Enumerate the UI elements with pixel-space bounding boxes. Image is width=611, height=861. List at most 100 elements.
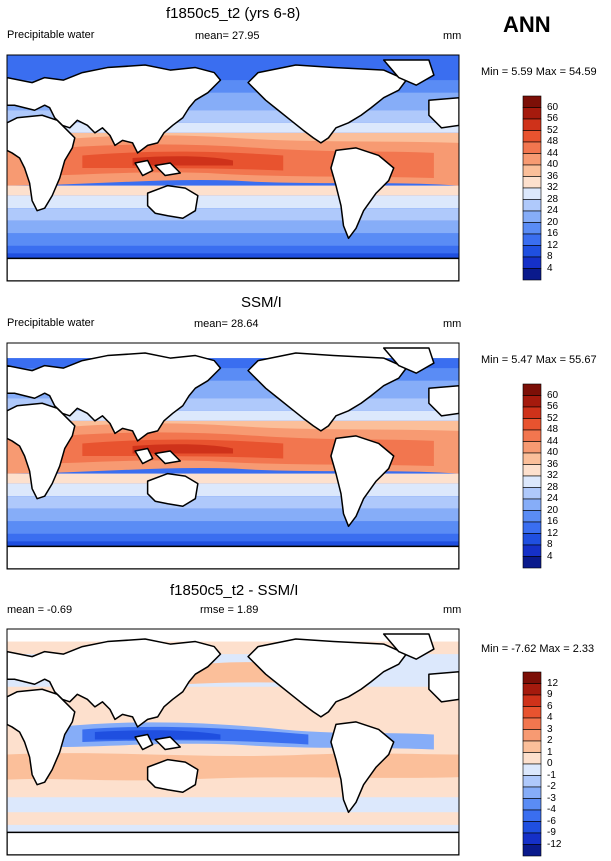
colorbar2-tick-label: 56 <box>547 401 559 412</box>
colorbar2-tick-label: 32 <box>547 470 559 481</box>
colorbar3-tick-label: 4 <box>547 712 553 723</box>
colorbar3-segment <box>522 729 542 742</box>
colorbar1-segment <box>522 176 542 189</box>
colorbar2-tick-label: 24 <box>547 493 559 504</box>
colorbar3-tick-label: 2 <box>547 735 553 746</box>
colorbar3-tick-label: 1 <box>547 746 553 758</box>
colorbar3-segment <box>522 740 542 753</box>
colorbar2-segment <box>522 418 542 431</box>
colorbar3-segment <box>522 832 542 845</box>
colorbar2-segment <box>522 487 542 500</box>
colorbar1-tick-label: 52 <box>547 124 559 136</box>
colorbar1-segment <box>522 107 542 120</box>
colorbar1-tick-label: 60 <box>547 101 559 113</box>
colorbar1-tick-label: 40 <box>547 159 559 170</box>
colorbar3-segment <box>522 717 542 730</box>
colorbar1-segment <box>522 164 542 177</box>
panel3-map <box>7 629 459 855</box>
colorbar1-segment <box>522 245 542 258</box>
colorbar3-tick-label: -3 <box>547 792 556 804</box>
colorbar2-segment <box>522 544 542 557</box>
panel2-map <box>7 343 459 569</box>
panel1-title: f1850c5_t2 (yrs 6-8) <box>166 5 301 22</box>
colorbar2-segment <box>522 395 542 408</box>
colorbar1-tick-label: 48 <box>547 136 559 147</box>
panel3-minmax: Min = -7.62 Max = 2.33 <box>481 643 595 655</box>
panel2-variable: Precipitable water <box>7 317 95 329</box>
panel3-rmse: rmse = 1.89 <box>200 604 259 616</box>
colorbar3-tick-label: -2 <box>547 781 556 792</box>
colorbar3-tick-label: -4 <box>547 804 556 815</box>
colorbar3-tick-label: 9 <box>547 689 553 700</box>
colorbar1-tick-label: 20 <box>547 216 559 228</box>
colorbar3-tick-label: 12 <box>547 677 559 689</box>
colorbar1-segment <box>522 256 542 269</box>
colorbar3-segment <box>522 683 542 696</box>
colorbar2-segment <box>522 521 542 534</box>
colorbar1-segment <box>522 153 542 166</box>
panel2-title: SSM/I <box>241 294 282 311</box>
colorbar3-segment <box>522 706 542 719</box>
colorbar1-segment <box>522 118 542 131</box>
panel2-minmax: Min = 5.47 Max = 55.67 <box>481 354 597 366</box>
colorbar1-segment <box>522 268 542 281</box>
panel3-mean: mean = -0.69 <box>7 604 73 616</box>
colorbar1-segment <box>522 222 542 235</box>
colorbar3-tick-label: -9 <box>547 827 556 838</box>
colorbar1-tick-label: 36 <box>547 170 559 182</box>
colorbar1-segment <box>522 210 542 223</box>
colorbar2-segment <box>522 452 542 465</box>
colorbar1-segment <box>522 233 542 246</box>
colorbar3-segment <box>522 775 542 788</box>
panel1-mean: mean= 27.95 <box>195 30 260 42</box>
colorbar1-segment <box>522 187 542 200</box>
panel2-units: mm <box>443 318 462 330</box>
colorbar1-tick-label: 8 <box>547 251 553 262</box>
colorbar2-tick-label: 44 <box>547 435 559 447</box>
colorbar3-segment <box>522 844 542 857</box>
colorbar2-tick-label: 16 <box>547 516 559 527</box>
colorbar1-tick-label: 4 <box>547 262 553 274</box>
season-label: ANN <box>503 12 551 37</box>
colorbar2-segment <box>522 475 542 488</box>
colorbar1-tick-label: 28 <box>547 193 559 205</box>
colorbar3-tick-label: -1 <box>547 769 556 781</box>
colorbar1-tick-label: 16 <box>547 228 559 239</box>
colorbar2-tick-label: 28 <box>547 481 559 493</box>
panel1-variable: Precipitable water <box>7 29 95 41</box>
colorbar3-segment <box>522 694 542 707</box>
colorbar3-tick-label: -6 <box>547 815 556 827</box>
colorbar3-segment <box>522 752 542 765</box>
colorbar3-tick-label: 6 <box>547 700 553 712</box>
colorbar1-tick-label: 32 <box>547 182 559 193</box>
colorbar2-segment <box>522 533 542 546</box>
colorbar1-segment <box>522 199 542 212</box>
colorbar2-tick-label: 60 <box>547 389 559 401</box>
panel1-units: mm <box>443 30 462 42</box>
colorbar2-tick-label: 36 <box>547 458 559 470</box>
colorbar2-segment <box>522 498 542 511</box>
colorbar2-tick-label: 8 <box>547 539 553 550</box>
panel3-title: f1850c5_t2 - SSM/I <box>170 582 299 599</box>
panel1-map <box>7 55 459 281</box>
colorbar3-tick-label: 3 <box>547 723 553 735</box>
colorbar2-segment <box>522 441 542 454</box>
colorbar1-segment <box>522 141 542 154</box>
colorbar2-segment <box>522 464 542 477</box>
colorbar2-segment <box>522 556 542 569</box>
panel3-frame <box>6 628 460 856</box>
colorbar3-segment <box>522 798 542 811</box>
colorbar2-tick-label: 52 <box>547 412 559 424</box>
colorbar3-tick-label: -12 <box>547 838 562 850</box>
colorbar3-tick-label: 0 <box>547 758 553 769</box>
colorbar1-segment <box>522 95 542 108</box>
colorbar2-segment <box>522 383 542 396</box>
colorbar2-tick-label: 48 <box>547 424 559 435</box>
colorbar1-tick-label: 44 <box>547 147 559 159</box>
colorbar3-segment <box>522 821 542 834</box>
colorbar2-tick-label: 4 <box>547 550 553 562</box>
colorbar3-segment <box>522 763 542 776</box>
panel1-frame <box>6 54 460 282</box>
colorbar2-tick-label: 20 <box>547 504 559 516</box>
